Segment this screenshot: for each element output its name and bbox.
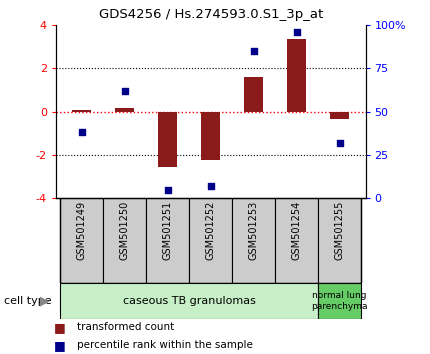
Bar	[146, 198, 189, 283]
Text: caseous TB granulomas: caseous TB granulomas	[123, 296, 256, 306]
Text: GSM501254: GSM501254	[292, 201, 302, 260]
Bar	[318, 283, 361, 319]
Bar	[60, 283, 318, 319]
Point	[336, 140, 343, 145]
Bar	[330, 112, 350, 119]
Bar	[275, 198, 318, 283]
Text: GSM501253: GSM501253	[249, 201, 259, 260]
Point	[164, 187, 171, 193]
Bar	[158, 112, 178, 167]
Bar	[318, 198, 361, 283]
Point	[250, 48, 257, 53]
Point	[293, 29, 300, 35]
Bar	[115, 108, 134, 112]
Bar	[60, 198, 103, 283]
Text: normal lung
parenchyma: normal lung parenchyma	[311, 291, 368, 310]
Point	[78, 130, 85, 135]
Bar	[189, 198, 232, 283]
Text: ▶: ▶	[40, 295, 49, 307]
Point	[121, 88, 128, 93]
Bar	[232, 198, 275, 283]
Text: GSM501249: GSM501249	[77, 201, 87, 260]
Text: GSM501250: GSM501250	[120, 201, 130, 260]
Title: GDS4256 / Hs.274593.0.S1_3p_at: GDS4256 / Hs.274593.0.S1_3p_at	[98, 8, 323, 21]
Text: transformed count: transformed count	[77, 322, 175, 332]
Bar	[244, 77, 263, 112]
Text: GSM501252: GSM501252	[206, 201, 216, 260]
Bar	[72, 110, 92, 112]
Text: ■: ■	[54, 339, 66, 352]
Bar	[201, 112, 221, 160]
Text: GSM501251: GSM501251	[163, 201, 173, 260]
Text: percentile rank within the sample: percentile rank within the sample	[77, 340, 253, 350]
Point	[207, 183, 214, 189]
Text: GSM501255: GSM501255	[335, 201, 345, 260]
Text: ■: ■	[54, 321, 66, 334]
Text: cell type: cell type	[4, 296, 52, 306]
Bar	[103, 198, 146, 283]
Bar	[287, 39, 307, 112]
